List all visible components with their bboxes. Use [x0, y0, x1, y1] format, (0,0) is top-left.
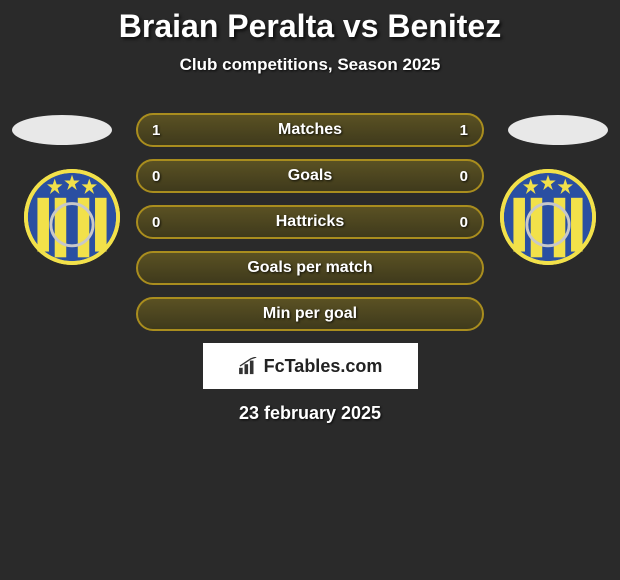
stat-row-goals: 0 Goals 0: [136, 159, 484, 193]
stat-row-min-per-goal: Min per goal: [136, 297, 484, 331]
date-label: 23 february 2025: [0, 403, 620, 424]
stat-label: Min per goal: [263, 305, 357, 323]
stat-right-value: 1: [460, 122, 468, 139]
stats-area: 1 Matches 1 0 Goals 0 0 Hattricks 0 Goal…: [0, 113, 620, 331]
club-badge-icon: [24, 169, 120, 265]
stat-left-value: 0: [152, 214, 160, 231]
stat-right-value: 0: [460, 214, 468, 231]
stat-label: Matches: [278, 121, 342, 139]
stat-left-value: 1: [152, 122, 160, 139]
bar-chart-icon: [238, 357, 260, 375]
stat-left-value: 0: [152, 168, 160, 185]
stat-row-matches: 1 Matches 1: [136, 113, 484, 147]
page-title: Braian Peralta vs Benitez: [0, 8, 620, 45]
fctables-logo[interactable]: FcTables.com: [203, 343, 418, 389]
stat-row-goals-per-match: Goals per match: [136, 251, 484, 285]
logo-text: FcTables.com: [264, 356, 383, 377]
stat-label: Hattricks: [276, 213, 344, 231]
stat-right-value: 0: [460, 168, 468, 185]
player2-country-flag: [508, 115, 608, 145]
subtitle: Club competitions, Season 2025: [0, 55, 620, 75]
stat-label: Goals: [288, 167, 332, 185]
club-badge-icon: [500, 169, 596, 265]
player2-club-badge: [500, 169, 596, 265]
stat-row-hattricks: 0 Hattricks 0: [136, 205, 484, 239]
stat-label: Goals per match: [247, 259, 372, 277]
comparison-card: Braian Peralta vs Benitez Club competiti…: [0, 0, 620, 424]
player1-club-badge: [24, 169, 120, 265]
player1-country-flag: [12, 115, 112, 145]
